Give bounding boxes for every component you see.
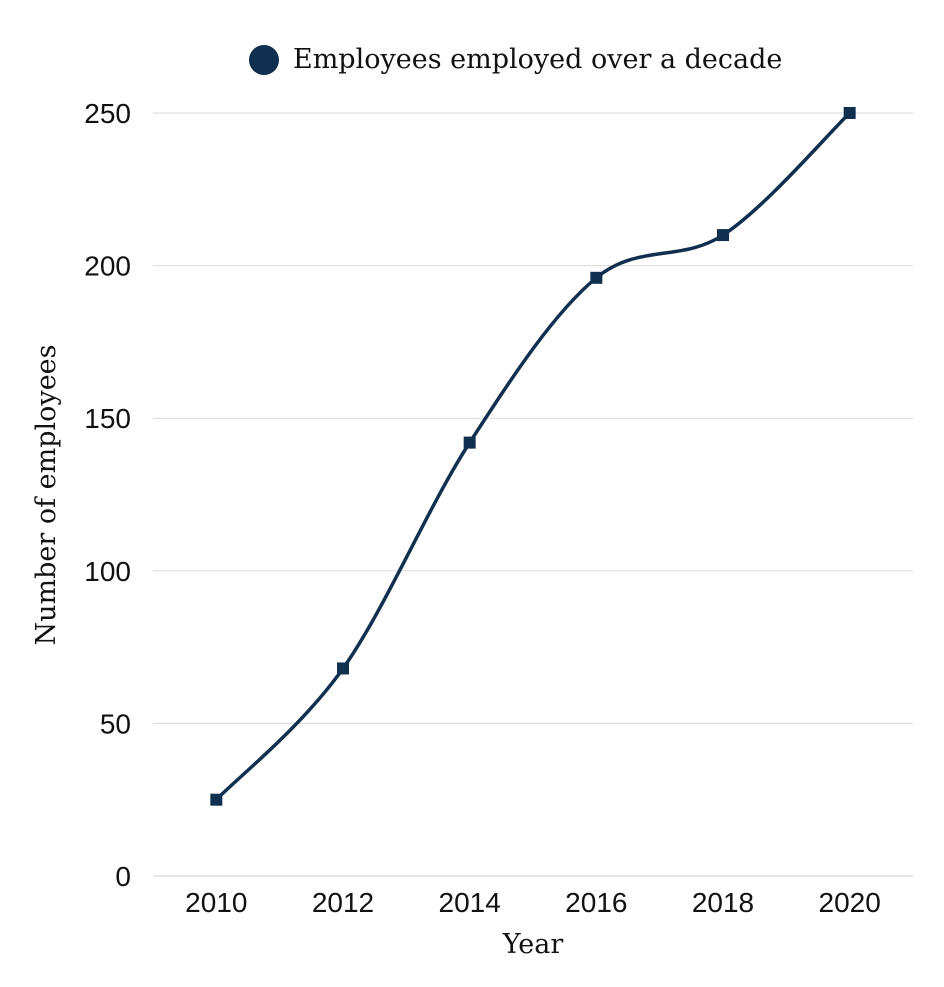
y-tick-label: 0: [115, 861, 131, 892]
y-tick-label: 100: [84, 556, 131, 587]
legend-marker-icon: [249, 45, 279, 75]
legend: Employees employed over a decade: [249, 44, 782, 75]
x-tick-label: 2010: [185, 887, 247, 918]
data-point: [463, 436, 476, 449]
y-tick-label: 200: [84, 251, 131, 282]
x-tick-label: 2016: [565, 887, 627, 918]
series-line: [214, 111, 852, 802]
y-tick-label: 50: [100, 708, 131, 739]
x-axis-ticks: 2010 2012 2014 2016 2018 2020: [185, 887, 881, 918]
x-tick-label: 2020: [819, 887, 881, 918]
x-axis-title: Year: [502, 929, 564, 960]
legend-label: Employees employed over a decade: [293, 44, 782, 75]
series-employees: [210, 107, 856, 806]
data-point: [590, 271, 603, 284]
y-axis-title: Number of employees: [31, 344, 62, 645]
x-tick-label: 2018: [692, 887, 754, 918]
data-point: [843, 107, 856, 119]
x-tick-label: 2014: [439, 887, 501, 918]
y-axis-ticks: 0 50 100 150 200 250: [84, 98, 131, 892]
data-point: [717, 229, 729, 242]
x-tick-label: 2012: [312, 887, 374, 918]
y-tick-label: 250: [84, 98, 131, 129]
data-point: [337, 662, 349, 675]
y-tick-label: 150: [84, 403, 131, 434]
gridlines: [153, 112, 913, 877]
data-point: [210, 793, 223, 806]
